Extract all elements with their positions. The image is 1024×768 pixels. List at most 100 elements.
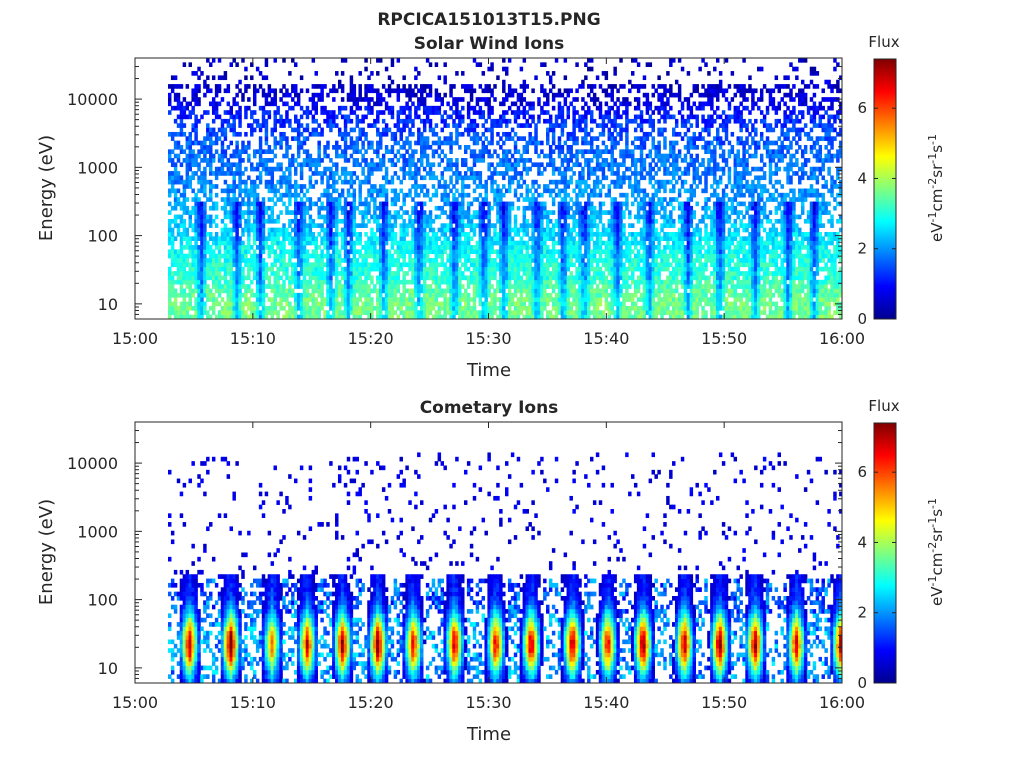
spectrogram-cell bbox=[531, 201, 535, 207]
spectrogram-cell bbox=[387, 279, 392, 285]
spectrogram-cell bbox=[335, 245, 339, 250]
spectrogram-cell bbox=[381, 218, 386, 224]
spectrogram-cell bbox=[396, 284, 401, 289]
spectrogram-cell bbox=[209, 288, 213, 294]
spectrogram-cell bbox=[466, 258, 471, 263]
spectrogram-cell bbox=[458, 297, 462, 302]
spectrogram-cell bbox=[244, 88, 248, 94]
spectrogram-cell bbox=[179, 288, 184, 294]
spectrogram-cell bbox=[217, 84, 222, 89]
spectrogram-cell bbox=[238, 271, 242, 276]
spectrogram-cell bbox=[223, 214, 228, 220]
spectrogram-cell bbox=[206, 75, 210, 81]
spectrogram-cell bbox=[296, 205, 301, 211]
spectrogram-cell bbox=[167, 149, 172, 154]
spectrogram-cell bbox=[176, 123, 181, 128]
spectrogram-cell bbox=[337, 284, 342, 289]
spectrogram-cell bbox=[376, 97, 380, 102]
spectrogram-cell bbox=[449, 258, 453, 263]
spectrogram-cell bbox=[522, 114, 527, 120]
spectrogram-cell bbox=[384, 279, 389, 285]
spectrogram-cell bbox=[355, 258, 360, 263]
spectrogram-cell bbox=[235, 145, 239, 150]
spectrogram-cell bbox=[548, 127, 553, 133]
spectrogram-cell bbox=[420, 266, 424, 272]
spectrogram-cell bbox=[387, 266, 392, 272]
spectrogram-cell bbox=[326, 314, 330, 319]
spectrogram-cell bbox=[194, 214, 198, 220]
spectrogram-cell bbox=[282, 58, 286, 63]
spectrogram-cell bbox=[443, 240, 447, 246]
spectrogram-cell bbox=[396, 262, 401, 268]
spectrogram-cell bbox=[261, 88, 266, 94]
spectrogram-cell bbox=[452, 84, 456, 89]
spectrogram-cell bbox=[173, 197, 178, 202]
spectrogram-cell bbox=[258, 123, 263, 128]
spectrogram-cell bbox=[173, 314, 178, 319]
spectrogram-cell bbox=[355, 97, 360, 102]
spectrogram-cell bbox=[296, 201, 301, 207]
spectrogram-cell bbox=[537, 201, 541, 207]
spectrogram-cell bbox=[531, 245, 535, 250]
spectrogram-cell bbox=[252, 262, 257, 268]
spectrogram-cell bbox=[302, 310, 307, 315]
spectrogram-cell bbox=[220, 140, 225, 146]
spectrogram-cell bbox=[358, 232, 362, 237]
spectrogram-cell bbox=[551, 240, 556, 246]
spectrogram-cell bbox=[519, 192, 524, 198]
spectrogram-cell bbox=[244, 288, 248, 294]
spectrogram-cell bbox=[452, 232, 456, 237]
spectrogram-cell bbox=[505, 166, 509, 172]
spectrogram-cell bbox=[402, 262, 406, 268]
spectrogram-cell bbox=[566, 249, 571, 255]
spectrogram-cell bbox=[396, 245, 401, 250]
spectrogram-cell bbox=[525, 240, 529, 246]
spectrogram-cell bbox=[203, 305, 207, 311]
spectrogram-cell bbox=[481, 201, 486, 207]
spectrogram-cell bbox=[258, 314, 263, 319]
spectrogram-cell bbox=[285, 184, 289, 189]
spectrogram-cell bbox=[209, 236, 213, 241]
spectrogram-cell bbox=[449, 145, 453, 150]
spectrogram-cell bbox=[399, 179, 403, 185]
spectrogram-cell bbox=[285, 266, 289, 272]
spectrogram-cell bbox=[428, 214, 433, 220]
spectrogram-cell bbox=[402, 127, 406, 133]
spectrogram-cell bbox=[557, 266, 562, 272]
spectrogram-cell bbox=[455, 253, 459, 259]
spectrogram-cell bbox=[343, 288, 348, 294]
spectrogram-cell bbox=[431, 245, 436, 250]
spectrogram-cell bbox=[434, 297, 439, 302]
spectrogram-cell bbox=[179, 205, 184, 211]
spectrogram-cell bbox=[250, 301, 254, 307]
spectrogram-cell bbox=[244, 84, 248, 89]
spectrogram-cell bbox=[173, 249, 178, 255]
spectrogram-cell bbox=[499, 297, 503, 302]
spectrogram-cell bbox=[537, 232, 541, 237]
spectrogram-cell bbox=[513, 232, 518, 237]
spectrogram-cell bbox=[211, 205, 216, 211]
spectrogram-cell bbox=[326, 218, 330, 224]
spectrogram-cell bbox=[525, 188, 529, 194]
spectrogram-cell bbox=[537, 140, 541, 146]
spectrogram-cell bbox=[525, 292, 529, 298]
spectrogram-cell bbox=[188, 179, 192, 185]
spectrogram-cell bbox=[440, 262, 444, 268]
spectrogram-cell bbox=[276, 166, 280, 172]
spectrogram-cell bbox=[194, 297, 198, 302]
spectrogram-cell bbox=[223, 249, 228, 255]
spectrogram-cell bbox=[420, 101, 424, 107]
spectrogram-cell bbox=[346, 223, 351, 228]
spectrogram-cell bbox=[522, 284, 527, 289]
spectrogram-cell bbox=[370, 145, 374, 150]
spectrogram-cell bbox=[557, 223, 562, 228]
spectrogram-cell bbox=[534, 145, 538, 150]
spectrogram-cell bbox=[478, 301, 483, 307]
spectrogram-cell bbox=[185, 210, 190, 215]
spectrogram-cell bbox=[329, 236, 333, 241]
spectrogram-cell bbox=[332, 314, 336, 319]
spectrogram-cell bbox=[487, 101, 491, 107]
spectrogram-cell bbox=[463, 301, 468, 307]
spectrogram-cell bbox=[279, 140, 283, 146]
spectrogram-cell bbox=[288, 279, 292, 285]
